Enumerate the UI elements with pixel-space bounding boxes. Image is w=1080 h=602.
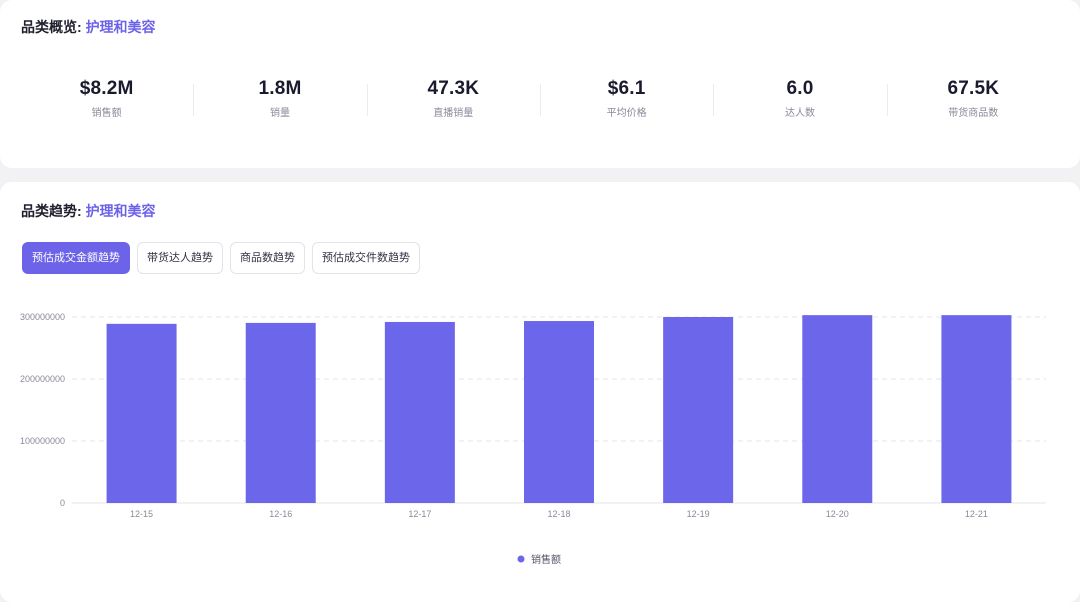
stat-value: 1.8M bbox=[258, 78, 302, 99]
stat-sales-amount: $8.2M 销售额 bbox=[20, 76, 193, 124]
bar[interactable] bbox=[524, 321, 594, 503]
tab-sales-amount-trend[interactable]: 预估成交金额趋势 bbox=[22, 242, 130, 274]
stat-value: $8.2M bbox=[79, 78, 134, 99]
overview-title-category: 护理和美容 bbox=[85, 19, 156, 35]
stat-average-price: $6.1 平均价格 bbox=[539, 76, 713, 124]
stat-label: 平均价格 bbox=[606, 108, 647, 119]
stat-value: 67.5K bbox=[947, 78, 1000, 99]
y-tick-label: 0 bbox=[60, 498, 65, 508]
stat-value: 6.0 bbox=[786, 78, 814, 99]
x-tick-label: 12-20 bbox=[826, 509, 849, 519]
bar[interactable] bbox=[802, 315, 873, 503]
stat-label: 达人数 bbox=[784, 108, 815, 119]
stat-product-count: 67.5K 带货商品数 bbox=[886, 76, 1060, 124]
stat-influencer-count: 6.0 达人数 bbox=[713, 76, 886, 124]
bar[interactable] bbox=[245, 322, 316, 503]
trend-title: 品类趋势: 护理和美容 bbox=[21, 201, 156, 221]
x-tick-label: 12-15 bbox=[130, 509, 153, 519]
x-tick-label: 12-19 bbox=[687, 509, 710, 519]
stat-label: 销售额 bbox=[91, 108, 122, 119]
trend-card: 品类趋势: 护理和美容 预估成交金额趋势 带货达人趋势 商品数趋势 预估成交件数… bbox=[0, 182, 1080, 602]
bar[interactable] bbox=[663, 317, 734, 503]
legend-label: 销售额 bbox=[531, 553, 561, 566]
x-tick-label: 12-21 bbox=[965, 509, 988, 519]
stat-live-sales: 47.3K 直播销量 bbox=[366, 76, 540, 124]
x-tick-label: 12-17 bbox=[408, 509, 431, 519]
stats-row: $8.2M 销售额 1.8M 销量 47.3K 直播销量 $6.1 平均价格 6… bbox=[20, 76, 1060, 124]
x-tick-label: 12-16 bbox=[269, 509, 292, 519]
bar[interactable] bbox=[941, 315, 1012, 503]
tab-order-count-trend[interactable]: 预估成交件数趋势 bbox=[312, 242, 420, 274]
bar[interactable] bbox=[384, 321, 455, 503]
tab-influencer-trend[interactable]: 带货达人趋势 bbox=[137, 242, 223, 274]
bar[interactable] bbox=[106, 323, 177, 503]
y-tick-label: 100000000 bbox=[20, 436, 65, 446]
stat-value: $6.1 bbox=[607, 78, 646, 99]
sales-bar-chart: 0 100000000 200000000 300000000 12-15 12-16 12… bbox=[20, 312, 1046, 566]
stat-sales-volume: 1.8M 销量 bbox=[193, 76, 366, 124]
legend-marker bbox=[517, 555, 525, 563]
trend-title-category: 护理和美容 bbox=[85, 203, 156, 219]
overview-card: 品类概览: 护理和美容 $8.2M 销售额 1.8M 销量 47.3K 直播销量… bbox=[0, 0, 1080, 168]
y-tick-label: 300000000 bbox=[20, 312, 65, 322]
stat-label: 带货商品数 bbox=[948, 108, 999, 119]
stat-label: 销量 bbox=[269, 108, 290, 119]
tab-product-count-trend[interactable]: 商品数趋势 bbox=[230, 242, 305, 274]
x-tick-label: 12-18 bbox=[547, 509, 570, 519]
stat-value: 47.3K bbox=[427, 78, 480, 99]
y-tick-label: 200000000 bbox=[20, 374, 65, 384]
trend-title-prefix: 品类趋势: bbox=[21, 203, 82, 219]
overview-title: 品类概览: 护理和美容 bbox=[21, 17, 156, 37]
stat-label: 直播销量 bbox=[433, 108, 474, 119]
legend[interactable]: 销售额 bbox=[517, 553, 562, 566]
overview-title-prefix: 品类概览: bbox=[21, 19, 82, 35]
trend-tabs: 预估成交金额趋势 带货达人趋势 商品数趋势 预估成交件数趋势 bbox=[22, 242, 420, 274]
